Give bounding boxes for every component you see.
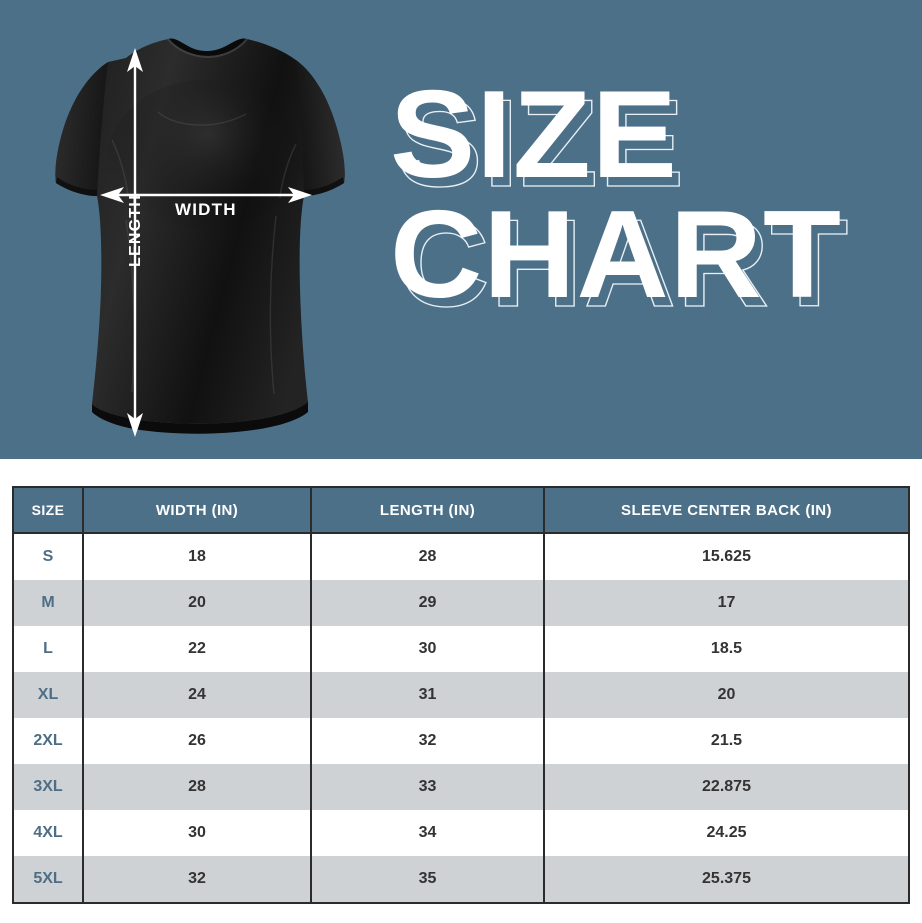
table-row: L 22 30 18.5 <box>13 626 909 672</box>
tshirt-bottom-hem <box>92 402 308 434</box>
cell-sleeve: 22.875 <box>544 764 909 810</box>
cell-width: 18 <box>83 533 312 580</box>
size-table-header: SIZE WIDTH (IN) LENGTH (IN) SLEEVE CENTE… <box>13 487 909 534</box>
title-line-chart: CHART CHART <box>390 193 922 327</box>
cell-width: 28 <box>83 764 312 810</box>
cell-length: 31 <box>311 672 545 718</box>
table-row: S 18 28 15.625 <box>13 533 909 580</box>
title-line-size-outline: SIZE <box>397 75 686 213</box>
tshirt-collar <box>168 38 247 56</box>
table-row: XL 24 31 20 <box>13 672 909 718</box>
table-row: 2XL 26 32 21.5 <box>13 718 909 764</box>
cell-length: 35 <box>311 856 545 903</box>
cell-sleeve: 17 <box>544 580 909 626</box>
cell-length: 34 <box>311 810 545 856</box>
length-arrow-head-bottom <box>127 413 143 437</box>
cell-size: 2XL <box>13 718 84 764</box>
cell-width: 32 <box>83 856 312 903</box>
size-table-container: SIZE WIDTH (IN) LENGTH (IN) SLEEVE CENTE… <box>12 486 910 904</box>
header-row: SIZE WIDTH (IN) LENGTH (IN) SLEEVE CENTE… <box>13 487 909 534</box>
cell-width: 30 <box>83 810 312 856</box>
cell-length: 30 <box>311 626 545 672</box>
column-header-size: SIZE <box>13 487 84 534</box>
tshirt-collar-stitch <box>167 38 248 59</box>
title-line-chart-outline: CHART <box>397 195 850 334</box>
tshirt-sleeve-left <box>55 62 108 196</box>
table-row: M 20 29 17 <box>13 580 909 626</box>
table-row: 3XL 28 33 22.875 <box>13 764 909 810</box>
size-table-body: S 18 28 15.625 M 20 29 17 L 22 30 18.5 <box>13 533 909 903</box>
title-line-chart-text: CHART <box>390 186 843 325</box>
cell-length: 28 <box>311 533 545 580</box>
cell-sleeve: 25.375 <box>544 856 909 903</box>
tshirt-icon <box>55 38 345 437</box>
column-header-sleeve: SLEEVE CENTER BACK (IN) <box>544 487 909 534</box>
page-title: SIZE SIZE CHART CHART <box>390 73 910 327</box>
hero-banner: WIDTH LENGTH SIZE SIZE CHART CHART <box>0 0 922 459</box>
length-arrow-head-top <box>127 48 143 72</box>
cell-length: 33 <box>311 764 545 810</box>
tshirt-sleeve-hem-left <box>56 177 97 196</box>
cell-width: 22 <box>83 626 312 672</box>
cell-sleeve: 18.5 <box>544 626 909 672</box>
cell-sleeve: 21.5 <box>544 718 909 764</box>
cell-length: 32 <box>311 718 545 764</box>
tshirt-fabric-folds <box>111 111 297 395</box>
title-line-size-text: SIZE <box>390 66 678 204</box>
cell-size: M <box>13 580 84 626</box>
cell-size: S <box>13 533 84 580</box>
column-header-length: LENGTH (IN) <box>311 487 545 534</box>
cell-sleeve: 15.625 <box>544 533 909 580</box>
cell-width: 26 <box>83 718 312 764</box>
column-header-width: WIDTH (IN) <box>83 487 312 534</box>
size-table: SIZE WIDTH (IN) LENGTH (IN) SLEEVE CENTE… <box>12 486 910 904</box>
cell-width: 20 <box>83 580 312 626</box>
cell-size: 4XL <box>13 810 84 856</box>
measurement-arrows <box>100 48 312 437</box>
cell-size: 5XL <box>13 856 84 903</box>
table-row: 5XL 32 35 25.375 <box>13 856 909 903</box>
title-line-size: SIZE SIZE <box>390 73 922 207</box>
tshirt-sleeve-hem-right <box>304 177 344 196</box>
cell-sleeve: 20 <box>544 672 909 718</box>
width-arrow-head-left <box>100 187 124 203</box>
width-arrow-head-right <box>288 187 312 203</box>
cell-width: 24 <box>83 672 312 718</box>
cell-sleeve: 24.25 <box>544 810 909 856</box>
cell-size: XL <box>13 672 84 718</box>
tshirt-sleeve-right <box>296 60 345 196</box>
tshirt-chest-highlight <box>104 80 304 260</box>
cell-size: L <box>13 626 84 672</box>
cell-size: 3XL <box>13 764 84 810</box>
table-row: 4XL 30 34 24.25 <box>13 810 909 856</box>
cell-length: 29 <box>311 580 545 626</box>
tshirt-illustration <box>8 20 380 440</box>
